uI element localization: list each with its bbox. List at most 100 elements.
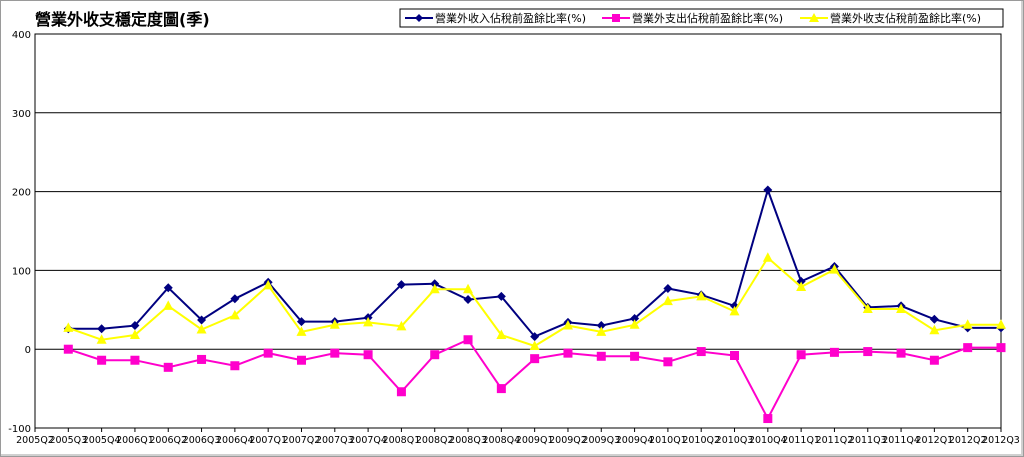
data-point: [896, 348, 906, 358]
y-tick-label: 400: [12, 30, 31, 41]
data-point: [97, 324, 107, 334]
data-point: [729, 305, 740, 316]
triangle-icon: [809, 13, 819, 22]
x-tick-label: 2010Q1: [649, 435, 687, 446]
data-point: [396, 320, 407, 331]
gridlines: [35, 33, 1001, 429]
data-point: [163, 362, 173, 372]
legend-label-income: 營業外收入佔稅前盈餘比率(%): [435, 11, 586, 25]
axes: -10001002003004002005Q22005Q32005Q42006Q…: [8, 30, 1020, 446]
data-point: [662, 295, 673, 306]
data-point: [796, 281, 807, 291]
x-tick-label: 2012Q3: [982, 435, 1020, 446]
data-point: [396, 280, 406, 290]
data-point: [430, 350, 440, 360]
data-point: [929, 324, 940, 335]
data-point: [296, 355, 306, 365]
x-tick-label: 2007Q3: [316, 435, 354, 446]
legend-box: [399, 8, 1004, 28]
data-point: [197, 315, 207, 325]
x-tick-label: 2007Q2: [283, 435, 321, 446]
data-point: [696, 347, 706, 357]
data-point: [896, 303, 907, 314]
x-tick-label: 2006Q2: [149, 435, 187, 446]
data-point: [97, 355, 107, 365]
data-point: [762, 252, 773, 262]
x-tick-label: 2009Q1: [516, 435, 554, 446]
data-point: [962, 319, 973, 329]
legend: 營業外收入佔稅前盈餘比率(%) 營業外支出佔稅前盈餘比率(%) 營業外收支佔稅前…: [399, 8, 1004, 28]
diamond-icon: [415, 14, 423, 22]
x-tick-label: 2012Q2: [949, 435, 987, 446]
data-point: [529, 340, 540, 351]
x-tick-label: 2009Q4: [616, 435, 654, 446]
y-tick-label: 100: [12, 266, 31, 277]
data-point: [463, 295, 473, 305]
x-tick-label: 2008Q1: [383, 435, 421, 446]
data-point: [763, 414, 773, 424]
data-point: [263, 279, 274, 290]
data-point: [630, 313, 640, 323]
data-point: [596, 321, 606, 331]
x-tick-label: 2012Q1: [916, 435, 954, 446]
x-tick-label: 2005Q2: [16, 435, 54, 446]
x-tick-label: 2010Q4: [749, 435, 787, 446]
data-point: [129, 329, 140, 340]
data-point: [363, 316, 374, 327]
data-point: [696, 290, 707, 301]
data-point: [996, 319, 1006, 329]
x-tick-label: 2010Q3: [716, 435, 754, 446]
x-tick-label: 2010Q2: [682, 435, 720, 446]
data-point: [530, 332, 540, 342]
data-point: [463, 283, 474, 294]
series-expense: [63, 335, 1006, 424]
data-point: [829, 347, 839, 357]
data-point: [629, 319, 640, 329]
series-line-expense: [67, 338, 1001, 421]
y-tick-label: -100: [8, 424, 31, 435]
x-tick-label: 2011Q3: [849, 435, 887, 446]
x-tick-label: 2008Q3: [449, 435, 487, 446]
data-point: [197, 354, 207, 364]
y-tick-label: 0: [25, 345, 31, 356]
data-point: [96, 334, 107, 344]
x-tick-label: 2011Q2: [816, 435, 854, 446]
data-point: [396, 387, 406, 397]
x-tick-label: 2006Q4: [216, 435, 254, 446]
data-point: [563, 348, 573, 358]
data-point: [296, 326, 307, 336]
x-tick-label: 2009Q2: [549, 435, 587, 446]
data-point: [329, 319, 340, 329]
data-point: [263, 348, 273, 358]
x-tick-label: 2011Q1: [782, 435, 820, 446]
legend-item-expense: 營業外支出佔稅前盈餘比率(%): [602, 11, 783, 25]
data-point: [963, 343, 973, 353]
data-point: [330, 348, 340, 358]
plot-area: [34, 33, 1002, 429]
data-point: [630, 351, 640, 361]
data-point: [430, 279, 440, 289]
legend-label-expense: 營業外支出佔稅前盈餘比率(%): [632, 11, 783, 25]
x-tick-label: 2007Q1: [249, 435, 287, 446]
data-point: [562, 320, 573, 330]
x-tick-label: 2006Q1: [116, 435, 154, 446]
data-point: [63, 322, 74, 332]
data-point: [596, 351, 606, 361]
data-point: [863, 347, 873, 357]
x-tick-label: 2009Q3: [582, 435, 620, 446]
series-income: [63, 185, 1006, 342]
legend-item-income: 營業外收入佔稅前盈餘比率(%): [405, 11, 586, 25]
data-point: [596, 326, 607, 336]
data-point: [496, 329, 507, 340]
x-tick-label: 2008Q2: [416, 435, 454, 446]
data-point: [496, 291, 506, 301]
data-point: [763, 185, 773, 195]
data-point: [196, 324, 207, 334]
data-point: [663, 284, 673, 294]
data-point: [796, 350, 806, 360]
series-line-income: [68, 186, 1001, 338]
series-net: [63, 252, 1006, 351]
data-point: [163, 283, 173, 293]
data-point: [163, 300, 174, 310]
legend-label-net: 營業外收支佔稅前盈餘比率(%): [830, 11, 981, 25]
